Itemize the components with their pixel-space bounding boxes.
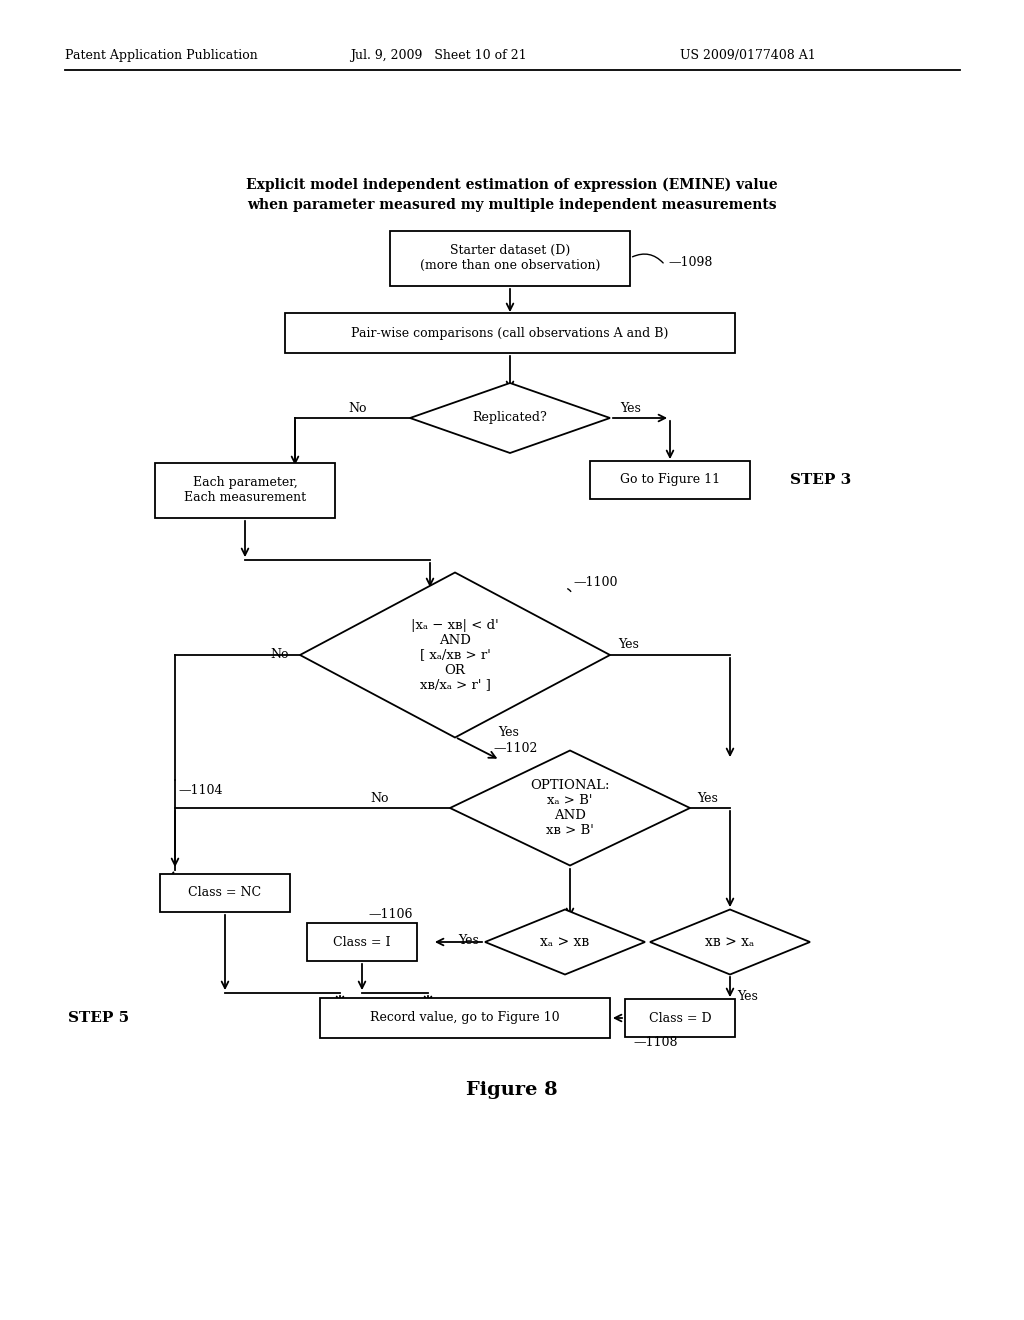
Text: Yes: Yes	[618, 638, 639, 651]
Text: when parameter measured my multiple independent measurements: when parameter measured my multiple inde…	[247, 198, 777, 213]
Text: Class = I: Class = I	[333, 936, 391, 949]
Text: —1102: —1102	[493, 742, 538, 755]
Bar	[319, 998, 610, 1038]
Text: US 2009/0177408 A1: US 2009/0177408 A1	[680, 49, 816, 62]
Text: Pair-wise comparisons (call observations A and B): Pair-wise comparisons (call observations…	[351, 326, 669, 339]
Bar	[625, 999, 735, 1038]
Bar	[390, 231, 630, 285]
Text: —1098: —1098	[668, 256, 713, 268]
Text: xʙ > xₐ: xʙ > xₐ	[706, 935, 755, 949]
Text: STEP 3: STEP 3	[790, 473, 851, 487]
Polygon shape	[300, 573, 610, 738]
Text: No: No	[348, 401, 367, 414]
Text: Yes: Yes	[737, 990, 758, 1003]
Text: Class = NC: Class = NC	[188, 887, 261, 899]
Text: Yes: Yes	[697, 792, 718, 804]
Text: Starter dataset (D)
(more than one observation): Starter dataset (D) (more than one obser…	[420, 244, 600, 272]
Text: xₐ > xʙ: xₐ > xʙ	[541, 935, 590, 949]
Text: Explicit model independent estimation of expression (EMINE) value: Explicit model independent estimation of…	[246, 178, 778, 193]
Polygon shape	[485, 909, 645, 974]
Text: Class = D: Class = D	[648, 1011, 712, 1024]
Text: Figure 8: Figure 8	[466, 1081, 558, 1100]
Text: —1108: —1108	[633, 1035, 678, 1048]
Polygon shape	[450, 751, 690, 866]
Text: Yes: Yes	[498, 726, 519, 739]
Text: Record value, go to Figure 10: Record value, go to Figure 10	[371, 1011, 560, 1024]
Bar	[590, 461, 750, 499]
Text: Jul. 9, 2009   Sheet 10 of 21: Jul. 9, 2009 Sheet 10 of 21	[350, 49, 526, 62]
Text: Replicated?: Replicated?	[473, 412, 548, 425]
Polygon shape	[410, 383, 610, 453]
Text: Each parameter,
Each measurement: Each parameter, Each measurement	[184, 477, 306, 504]
Text: |xₐ − xʙ| < d'
AND
[ xₐ/xʙ > r'
OR
xʙ/xₐ > r' ]: |xₐ − xʙ| < d' AND [ xₐ/xʙ > r' OR xʙ/xₐ…	[411, 619, 499, 692]
Bar	[155, 462, 335, 517]
Bar	[160, 874, 290, 912]
Text: No: No	[370, 792, 388, 804]
Text: STEP 5: STEP 5	[68, 1011, 129, 1026]
Polygon shape	[650, 909, 810, 974]
Text: —1104: —1104	[178, 784, 222, 796]
Text: Yes: Yes	[620, 401, 641, 414]
Text: Go to Figure 11: Go to Figure 11	[620, 474, 720, 487]
Text: Patent Application Publication: Patent Application Publication	[65, 49, 258, 62]
Text: —1100: —1100	[573, 577, 617, 590]
Bar	[285, 313, 735, 352]
Bar	[307, 923, 417, 961]
Text: No: No	[270, 648, 289, 661]
Text: OPTIONAL:
xₐ > B'
AND
xʙ > B': OPTIONAL: xₐ > B' AND xʙ > B'	[530, 779, 609, 837]
Text: —1106: —1106	[368, 908, 413, 921]
Text: Yes: Yes	[458, 933, 479, 946]
